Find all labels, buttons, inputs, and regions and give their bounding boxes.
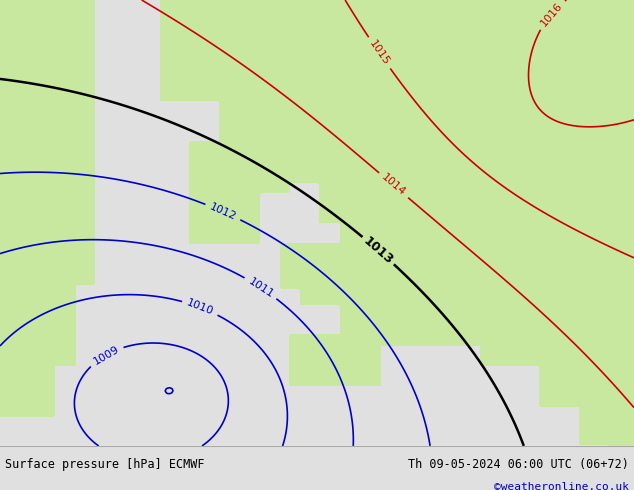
Text: 1016: 1016	[538, 0, 564, 28]
Text: Th 09-05-2024 06:00 UTC (06+72): Th 09-05-2024 06:00 UTC (06+72)	[408, 458, 629, 471]
Text: 1009: 1009	[91, 343, 120, 367]
Text: 1012: 1012	[208, 201, 238, 222]
Text: 1014: 1014	[380, 172, 408, 198]
Text: 1013: 1013	[361, 234, 396, 267]
Text: ©weatheronline.co.uk: ©weatheronline.co.uk	[494, 482, 629, 490]
Text: Surface pressure [hPa] ECMWF: Surface pressure [hPa] ECMWF	[5, 458, 205, 471]
Text: 1011: 1011	[247, 276, 275, 299]
Text: 1015: 1015	[367, 39, 391, 67]
Text: 1010: 1010	[185, 298, 215, 317]
